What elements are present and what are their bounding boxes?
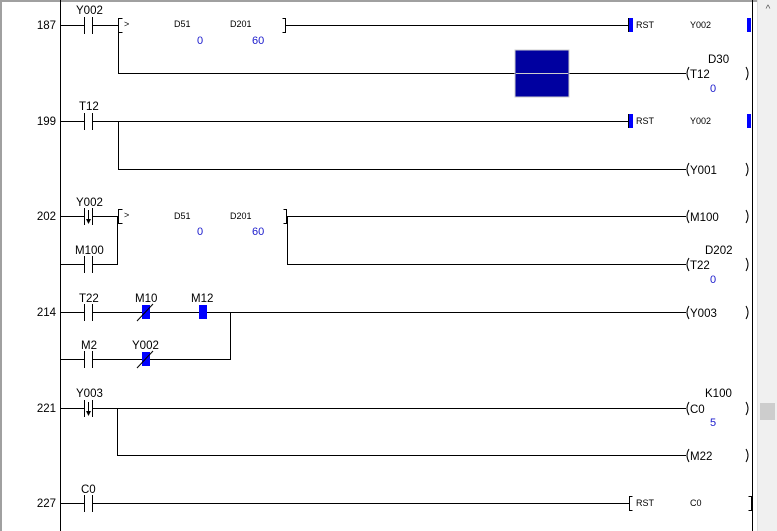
compare-instruction[interactable]: > D51 0 D201 60 — [118, 18, 286, 48]
device-label: Y002 — [132, 340, 159, 352]
rst-instruction[interactable]: RST C0 — [629, 496, 752, 511]
current-value: 0 — [710, 274, 716, 286]
contact-no[interactable]: Y002 — [76, 5, 103, 34]
contact-nc-on[interactable]: M10 — [135, 293, 157, 322]
compare-operator: > — [124, 19, 129, 29]
rst-instruction[interactable]: RST Y002 — [628, 18, 752, 32]
device-label: Y002 — [690, 116, 711, 126]
contact-no[interactable]: C0 — [81, 484, 96, 512]
contact-no[interactable]: T22 — [79, 293, 99, 321]
rst-instruction[interactable]: RST Y002 — [628, 114, 752, 128]
current-value: 5 — [710, 417, 716, 429]
timer-coil[interactable]: T12 D30 0 — [686, 54, 749, 95]
operand-b: D201 — [230, 211, 252, 221]
contact-falling-pulse[interactable]: Y003 — [76, 388, 103, 417]
device-label: Y002 — [76, 5, 103, 17]
step-number: 199 — [37, 116, 56, 128]
instruction-name: RST — [636, 20, 655, 30]
operand-a-value: 0 — [197, 35, 203, 47]
instruction-name: RST — [636, 116, 655, 126]
compare-instruction[interactable]: > D51 0 D201 60 — [118, 209, 287, 239]
output-coil[interactable]: M22 — [686, 448, 749, 463]
window-border-left — [0, 0, 2, 531]
device-label: Y002 — [690, 20, 711, 30]
operand-a: D51 — [174, 19, 191, 29]
rung-227[interactable]: 227 C0 RST C0 — [37, 484, 752, 512]
output-coil[interactable]: M100 — [686, 209, 749, 224]
contact-falling-pulse[interactable]: Y002 — [76, 197, 103, 225]
rung-221[interactable]: 221 Y003 C0 K100 5 M22 — [37, 388, 749, 463]
contact-no-on[interactable]: M12 — [191, 293, 213, 319]
device-label: C0 — [690, 498, 702, 508]
counter-coil[interactable]: C0 K100 5 — [686, 388, 749, 429]
set-value: D30 — [708, 54, 729, 66]
device-label: T12 — [690, 69, 710, 81]
device-label: C0 — [81, 484, 96, 496]
device-label: Y001 — [690, 165, 717, 177]
device-label: M2 — [81, 340, 97, 352]
device-label: T12 — [79, 101, 99, 113]
current-value: 0 — [710, 83, 716, 95]
step-number: 202 — [37, 211, 56, 223]
step-number: 227 — [37, 498, 56, 510]
device-label: C0 — [690, 404, 705, 416]
device-label: M100 — [75, 245, 104, 257]
rung-187[interactable]: 187 Y002 > D51 0 D201 60 RST Y002 — [37, 5, 752, 98]
step-number: 187 — [37, 20, 56, 32]
output-coil[interactable]: Y001 — [686, 162, 749, 177]
device-label: Y002 — [76, 197, 103, 209]
operand-a: D51 — [174, 211, 191, 221]
ladder-diagram[interactable]: 187 Y002 > D51 0 D201 60 RST Y002 — [0, 0, 757, 531]
step-number: 221 — [37, 403, 56, 415]
operand-b-value: 60 — [252, 226, 264, 238]
arrow-down-icon — [86, 219, 91, 224]
device-label: Y003 — [76, 388, 103, 400]
set-value: K100 — [705, 388, 732, 400]
contact-no[interactable]: T12 — [79, 101, 99, 130]
contact-nc-on[interactable]: Y002 — [132, 340, 159, 369]
monitor-on-indicator — [747, 18, 751, 32]
window-border-top — [0, 0, 757, 2]
instruction-name: RST — [636, 498, 655, 508]
contact-no[interactable]: M100 — [75, 245, 104, 273]
output-coil[interactable]: Y003 — [686, 305, 749, 320]
operand-b-value: 60 — [252, 35, 264, 47]
set-value: D202 — [705, 245, 733, 257]
compare-operator: > — [124, 210, 129, 220]
step-number: 214 — [37, 307, 57, 319]
monitor-on-indicator — [629, 114, 633, 128]
device-label: M12 — [191, 293, 213, 305]
scrollbar-thumb[interactable] — [760, 403, 775, 420]
chevron-up-icon[interactable]: ^ — [765, 4, 771, 15]
device-label: M22 — [690, 451, 712, 463]
contact-no[interactable]: M2 — [81, 340, 97, 368]
monitor-on-indicator — [629, 18, 633, 32]
operand-b: D201 — [230, 19, 252, 29]
arrow-down-icon — [86, 411, 91, 416]
device-label: T22 — [79, 293, 99, 305]
vertical-scrollbar[interactable]: ^ — [757, 0, 777, 531]
rung-202[interactable]: 202 Y002 M100 > D51 0 D201 60 M100 — [37, 197, 749, 286]
timer-coil[interactable]: T22 D202 0 — [686, 245, 749, 286]
operand-a-value: 0 — [197, 226, 203, 238]
device-label: M100 — [690, 212, 719, 224]
device-label: M10 — [135, 293, 157, 305]
rung-214[interactable]: 214 T22 M10 M12 M2 Y002 — [37, 293, 749, 369]
rung-199[interactable]: 199 T12 RST Y002 Y001 — [37, 101, 751, 177]
monitor-on-indicator — [747, 114, 751, 128]
device-label: T22 — [690, 260, 710, 272]
device-label: Y003 — [690, 308, 717, 320]
